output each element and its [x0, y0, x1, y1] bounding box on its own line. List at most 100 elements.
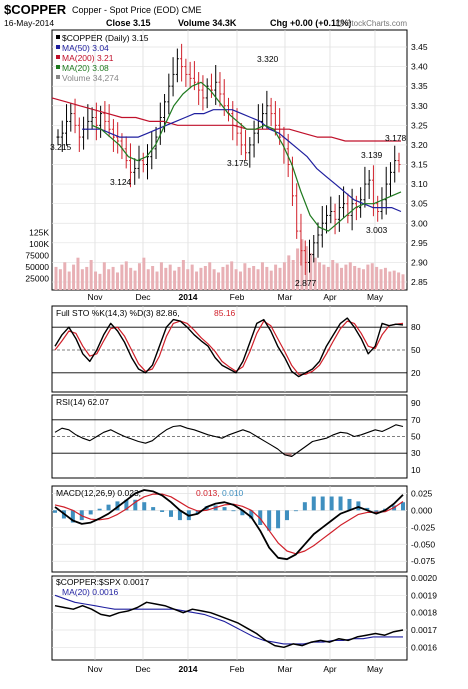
legend-swatch — [56, 45, 60, 49]
price-y-tick: 3.20 — [411, 140, 428, 150]
macd-y-tick: 0.025 — [411, 488, 433, 498]
volume-y-tick: 75000 — [25, 250, 49, 260]
volume-bar — [287, 255, 291, 290]
volume-bar — [58, 269, 62, 290]
x-tick-label: Apr — [323, 292, 336, 302]
volume-bar — [300, 239, 304, 290]
macd-y-tick: 0.000 — [411, 505, 433, 515]
volume-bar — [326, 266, 330, 290]
macd-histogram-bar — [365, 507, 370, 511]
rsi-label: RSI(14) 62.07 — [56, 397, 109, 407]
ratio-line — [54, 601, 404, 649]
volume-bar — [375, 266, 379, 290]
sto-k-line — [54, 317, 404, 378]
volume-bar — [72, 264, 76, 290]
sto-label: Full STO %K(14,3) %D(3) 82.86, — [56, 308, 180, 318]
volume-bar — [291, 260, 295, 290]
macd-histogram-bar — [97, 508, 102, 511]
macd-line — [54, 489, 404, 561]
volume-bar — [208, 262, 212, 290]
volume-bar — [173, 270, 177, 290]
rsi-y-tick: 50 — [411, 432, 421, 442]
macd-histogram-bar — [267, 510, 272, 531]
macd-histogram-bar — [356, 501, 361, 511]
volume-bar — [313, 257, 317, 290]
volume-bar — [217, 272, 221, 290]
volume-bar — [366, 264, 370, 290]
macd-histogram-bar — [115, 501, 120, 511]
macd-histogram-bar — [320, 496, 325, 511]
macd-histogram-bar — [204, 506, 209, 511]
volume-bar — [348, 262, 352, 290]
ratio-y-tick: 0.0017 — [411, 625, 437, 635]
price-y-tick: 3.45 — [411, 42, 428, 52]
volume-y-tick: 25000 — [25, 273, 49, 283]
macd-histogram-bar — [151, 507, 156, 511]
x-tick-label: Dec — [135, 664, 151, 674]
volume-bar — [181, 260, 185, 290]
volume-bar — [256, 269, 260, 290]
macd-histogram-bar — [195, 510, 200, 514]
legend-entry: $COPPER (Daily) 3.15 — [62, 33, 149, 43]
ratio-ma-label: MA(20) 0.0016 — [62, 587, 118, 597]
macd-histogram-bar — [124, 499, 129, 511]
macd-hist-value: 0.010 — [222, 488, 244, 498]
legend-entry: MA(200) 3.21 — [62, 53, 114, 63]
volume-bar — [168, 264, 172, 290]
price-y-tick: 2.90 — [411, 257, 428, 267]
macd-histogram-bar — [88, 510, 93, 515]
volume-bar — [212, 269, 216, 290]
volume-bar — [243, 263, 247, 290]
price-y-tick: 3.25 — [411, 120, 428, 130]
price-y-tick: 2.95 — [411, 238, 428, 248]
volume-bar — [133, 270, 137, 290]
volume-bar — [186, 269, 190, 290]
macd-histogram-bar — [249, 510, 254, 519]
volume-bar — [331, 260, 335, 290]
price-y-tick: 3.00 — [411, 218, 428, 228]
volume-bar — [401, 274, 405, 290]
chart-date: 16-May-2014 — [4, 18, 54, 28]
macd-histogram-bar — [177, 510, 182, 521]
price-y-tick: 3.30 — [411, 101, 428, 111]
volume-bar — [269, 270, 273, 290]
legend-swatch — [56, 55, 60, 59]
volume-bar — [199, 267, 203, 290]
sto-y-tick: 20 — [411, 368, 421, 378]
volume-bar — [67, 271, 71, 290]
rsi-y-tick: 70 — [411, 415, 421, 425]
volume-bar — [247, 267, 251, 290]
ratio-y-tick: 0.0018 — [411, 608, 437, 618]
price-annotation: 3.003 — [366, 225, 388, 235]
ma20-line — [91, 81, 402, 232]
macd-histogram-bar — [231, 510, 236, 512]
price-annotation: 3.124 — [110, 177, 132, 187]
volume-bar — [238, 271, 242, 290]
rsi-y-tick: 30 — [411, 448, 421, 458]
macd-y-tick: -0.075 — [411, 556, 435, 566]
volume-bar — [335, 263, 339, 290]
volume-bar — [177, 266, 181, 290]
macd-signal-line — [54, 493, 404, 555]
volume-bar — [234, 269, 238, 290]
volume-bar — [296, 248, 300, 290]
volume-bar — [282, 262, 286, 290]
sto-y-tick: 50 — [411, 345, 421, 355]
volume-bar — [124, 261, 128, 290]
ratio-label: $COPPER:$SPX 0.0017 — [56, 577, 149, 587]
x-tick-label: Nov — [87, 664, 103, 674]
macd-histogram-bar — [293, 510, 298, 512]
macd-histogram-bar — [240, 510, 245, 516]
volume-bar — [85, 266, 89, 290]
macd-histogram-bar — [338, 496, 343, 511]
watermark: @ StockCharts.com — [336, 19, 408, 28]
price-annotation: 3.178 — [385, 133, 407, 143]
volume-bar — [357, 267, 361, 290]
volume-bar — [94, 271, 98, 290]
price-y-tick: 3.40 — [411, 62, 428, 72]
macd-y-tick: -0.025 — [411, 522, 435, 532]
sto-y-tick: 80 — [411, 322, 421, 332]
macd-signal-value: 0.013, — [196, 488, 220, 498]
volume-bar — [309, 253, 313, 290]
x-tick-label: May — [367, 292, 384, 302]
